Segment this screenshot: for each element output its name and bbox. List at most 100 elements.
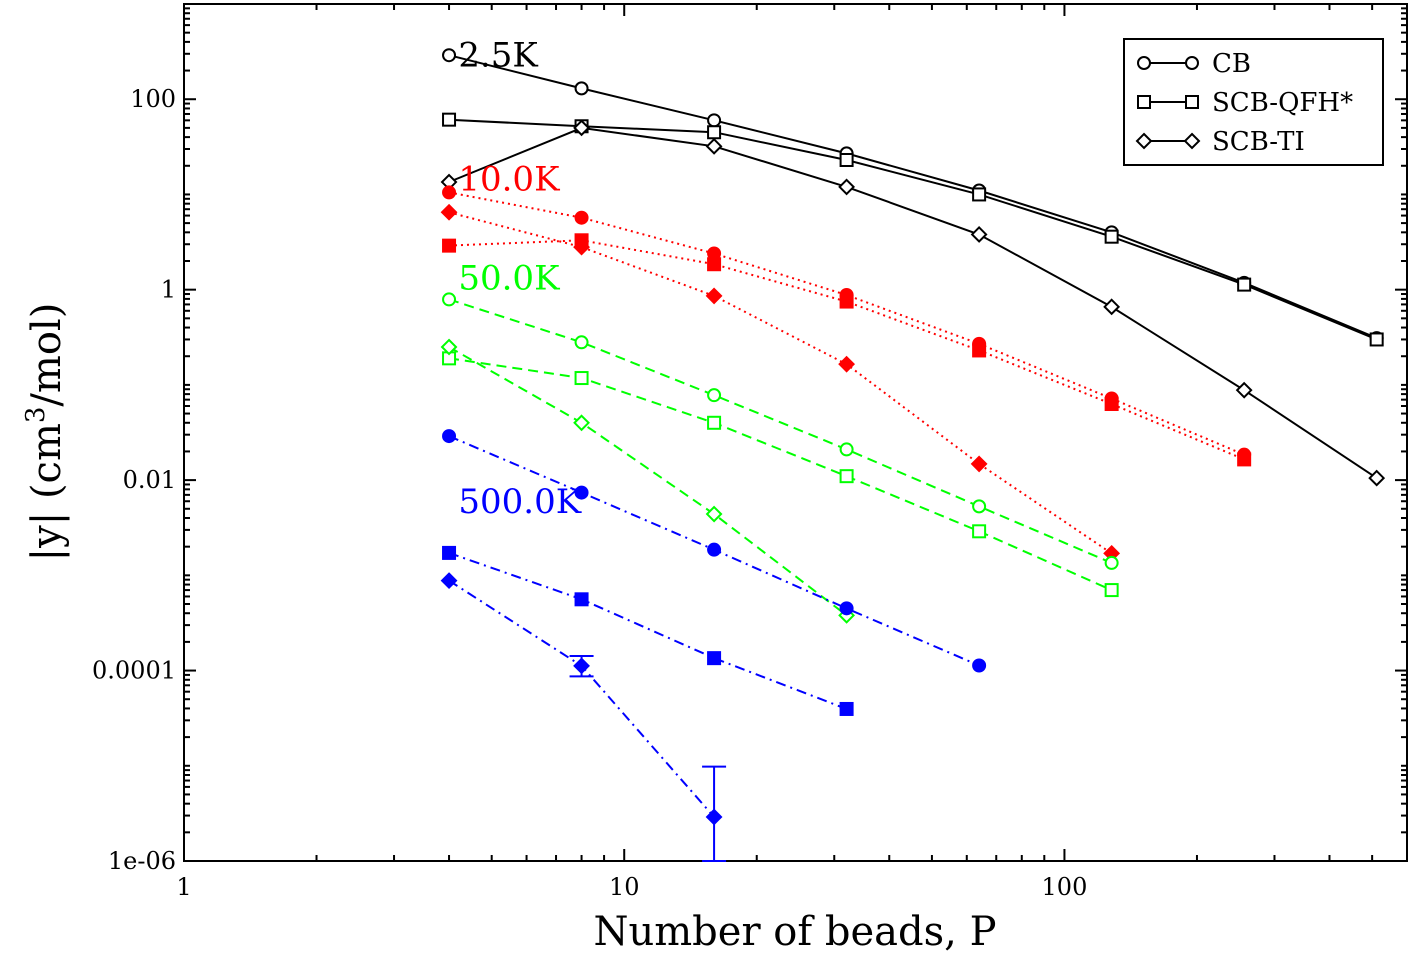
circle-marker — [442, 429, 457, 444]
square-marker — [442, 238, 457, 253]
plot-area — [183, 3, 1408, 862]
y-tick-label: 0.01 — [123, 466, 176, 494]
diamond-marker — [573, 119, 590, 137]
square-marker — [574, 371, 589, 386]
y-axis-title-main: |y| (cm — [24, 423, 70, 561]
tick-labels: 1 10 100 1e-06 0.0001 0.01 1 100 — [92, 85, 1087, 901]
square-marker — [442, 112, 457, 127]
series-line — [448, 211, 1113, 555]
diamond-marker — [573, 238, 590, 256]
legend-entry: SCB-QFH* — [1137, 88, 1353, 118]
diamond-marker — [705, 505, 723, 523]
y-tick-label: 100 — [130, 85, 176, 113]
legend-label: CB — [1212, 49, 1251, 79]
y-tick-label: 1e-06 — [108, 847, 176, 875]
series-line — [448, 239, 1245, 461]
series-line — [448, 298, 1112, 564]
legend-label: SCB-QFH* — [1212, 88, 1353, 118]
square-marker — [1237, 452, 1252, 467]
series-line — [448, 126, 1378, 479]
temperature-group — [440, 48, 1386, 487]
circle-marker — [707, 113, 722, 128]
x-axis-title: Number of beads, P — [593, 909, 996, 954]
circle-marker — [839, 601, 854, 616]
diamond-marker — [1368, 469, 1386, 487]
diamond-marker — [838, 178, 856, 196]
temperature-labels: 2.5K 10.0K 50.0K 500.0K — [458, 36, 581, 523]
temperature-label: 10.0K — [458, 160, 560, 200]
x-tick-label: 10 — [609, 873, 640, 901]
square-marker — [839, 294, 854, 309]
series-line — [448, 357, 1113, 592]
series-circle — [442, 292, 1119, 570]
circle-marker — [442, 48, 457, 63]
square-marker — [707, 125, 722, 140]
circle-marker — [574, 335, 589, 350]
legend-entry: CB — [1137, 49, 1251, 79]
y-tick-label: 1 — [161, 276, 176, 304]
y-axis-title: |y| (cm3/mol) — [21, 303, 70, 562]
temperature-label: 50.0K — [458, 259, 560, 299]
diamond-marker — [705, 137, 723, 155]
square-marker — [1185, 95, 1199, 109]
temperature-label: 2.5K — [458, 36, 538, 76]
diamond-marker — [970, 226, 988, 243]
series-diamond — [440, 572, 727, 862]
series-layer — [440, 48, 1386, 862]
diamond-marker — [440, 203, 458, 221]
series-diamond — [440, 119, 1386, 487]
square-marker — [839, 152, 854, 167]
legend: CB SCB-QFH* SCB-TI — [1123, 38, 1384, 166]
series-square — [442, 112, 1384, 347]
series-square — [442, 233, 1252, 467]
square-marker — [707, 257, 722, 272]
diamond-marker — [705, 287, 723, 305]
diamond-marker — [1235, 381, 1253, 399]
series-line — [448, 551, 847, 710]
y-axis-title-end: /mol) — [24, 303, 70, 407]
square-marker — [707, 415, 722, 430]
square-marker — [1104, 229, 1119, 244]
series-line — [448, 346, 848, 617]
diamond-marker — [970, 455, 988, 473]
diamond-marker — [573, 657, 590, 675]
diamond-marker — [1103, 298, 1121, 316]
series-circle — [442, 429, 987, 673]
diamond-marker — [1135, 132, 1153, 150]
series-circle — [442, 185, 1252, 462]
diamond-marker — [440, 572, 458, 590]
series-square — [442, 545, 854, 716]
diamond-marker — [440, 338, 458, 356]
circle-marker — [1185, 56, 1199, 70]
series-line — [448, 579, 715, 818]
square-marker — [972, 524, 987, 539]
legend-label: SCB-TI — [1212, 127, 1305, 157]
circle-marker — [442, 292, 457, 307]
square-marker — [1237, 277, 1252, 292]
temperature-label: 500.0K — [458, 482, 581, 522]
axis-ticks — [183, 3, 1408, 862]
circle-marker — [972, 658, 987, 673]
series-square — [442, 351, 1119, 598]
square-marker — [1137, 95, 1151, 109]
diamond-marker — [838, 355, 856, 373]
square-marker — [1104, 583, 1119, 598]
diamond-marker — [573, 414, 590, 432]
series-line — [448, 118, 1378, 341]
temperature-group — [440, 292, 1119, 624]
circle-marker — [707, 542, 722, 557]
circle-marker — [574, 210, 589, 225]
series-line — [448, 54, 1378, 340]
y-axis-title-superscript: 3 — [21, 407, 51, 424]
circle-marker — [574, 81, 589, 96]
circle-marker — [1137, 56, 1151, 70]
square-marker — [839, 469, 854, 484]
circle-marker — [442, 185, 457, 200]
diamond-marker — [1183, 132, 1201, 150]
temperature-group — [440, 185, 1252, 562]
square-marker — [707, 651, 722, 666]
legend-entry: SCB-TI — [1135, 127, 1305, 157]
square-marker — [972, 187, 987, 202]
y-tick-label: 0.0001 — [92, 657, 176, 685]
